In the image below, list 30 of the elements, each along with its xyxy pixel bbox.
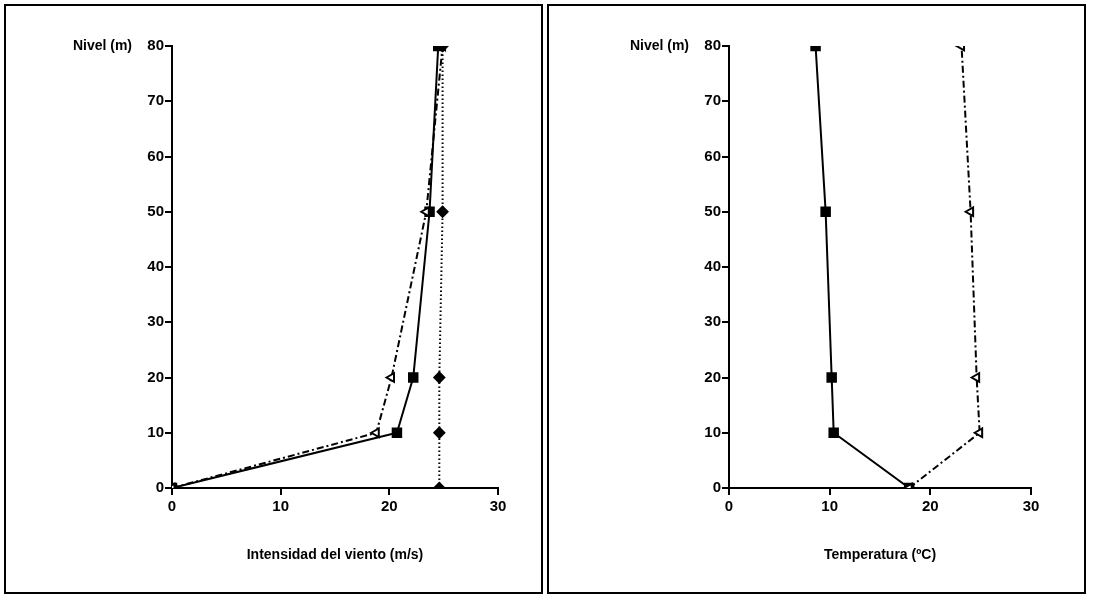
y-tick-label: 60 bbox=[704, 146, 721, 164]
y-tick-label: 80 bbox=[704, 36, 721, 54]
y-tick-label: 20 bbox=[147, 367, 164, 385]
x-tick-label: 20 bbox=[921, 497, 939, 515]
y-tick-label: 70 bbox=[147, 91, 164, 109]
x-tick-label: 30 bbox=[1022, 497, 1040, 515]
x-tick-label: 10 bbox=[272, 497, 290, 515]
y-tick-label: 30 bbox=[147, 312, 164, 330]
y-tick-label: 50 bbox=[147, 201, 164, 219]
x-tick-label: 0 bbox=[724, 497, 734, 515]
y-tick-label: 70 bbox=[704, 91, 721, 109]
y-tick-label: 40 bbox=[147, 257, 164, 275]
y-tick-label: 30 bbox=[704, 312, 721, 330]
x-axis-title: Intensidad del viento (m/s) bbox=[246, 546, 424, 563]
y-tick-label: 0 bbox=[155, 478, 164, 496]
y-axis-title: Nivel (m) bbox=[629, 36, 689, 53]
y-tick-label: 10 bbox=[147, 422, 164, 440]
y-tick-label: 20 bbox=[704, 367, 721, 385]
x-tick-label: 0 bbox=[167, 497, 177, 515]
y-tick-label: 10 bbox=[704, 422, 721, 440]
x-tick-label: 20 bbox=[380, 497, 398, 515]
y-tick-label: 50 bbox=[704, 201, 721, 219]
x-tick-label: 30 bbox=[489, 497, 507, 515]
x-axis-title: Temperatura (ºC) bbox=[823, 546, 937, 563]
y-tick-label: 40 bbox=[704, 257, 721, 275]
y-tick-label: 60 bbox=[147, 146, 164, 164]
y-axis-title: Nivel (m) bbox=[72, 36, 132, 53]
y-tick-label: 0 bbox=[712, 478, 721, 496]
y-tick-label: 80 bbox=[147, 36, 164, 54]
x-tick-label: 10 bbox=[821, 497, 839, 515]
